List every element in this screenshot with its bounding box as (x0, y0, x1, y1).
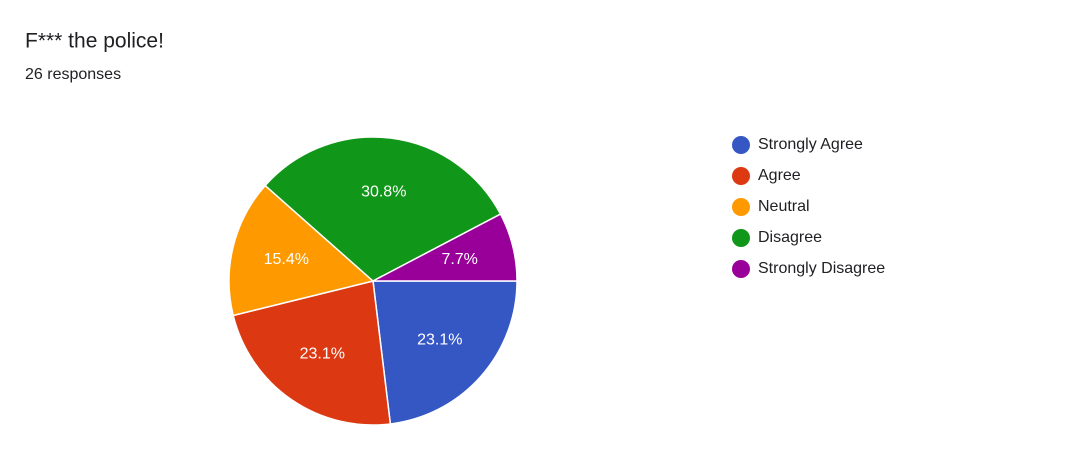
slice-label: 23.1% (417, 331, 462, 348)
pie-slice (372, 280, 518, 425)
legend-marker (732, 229, 750, 247)
pie-slice (232, 280, 392, 426)
slice-label: 23.1% (300, 346, 345, 363)
slice-label: 15.4% (264, 251, 309, 268)
legend-label: Neutral (758, 198, 810, 215)
legend-label: Disagree (758, 229, 822, 246)
legend-label: Agree (758, 167, 801, 184)
legend-marker (732, 198, 750, 216)
legend-label: Strongly Disagree (758, 260, 885, 277)
legend-marker (732, 260, 750, 278)
slice-label: 30.8% (361, 184, 406, 201)
pie-slice (372, 213, 518, 282)
chart-subtitle: 26 responses (25, 66, 121, 83)
chart-title: F*** the police! (25, 30, 164, 53)
legend-label: Strongly Agree (758, 136, 863, 153)
legend-marker (732, 136, 750, 154)
slice-label: 7.7% (441, 251, 477, 268)
legend-marker (732, 167, 750, 185)
pie-slice (264, 136, 502, 282)
pie-slice (228, 184, 375, 317)
